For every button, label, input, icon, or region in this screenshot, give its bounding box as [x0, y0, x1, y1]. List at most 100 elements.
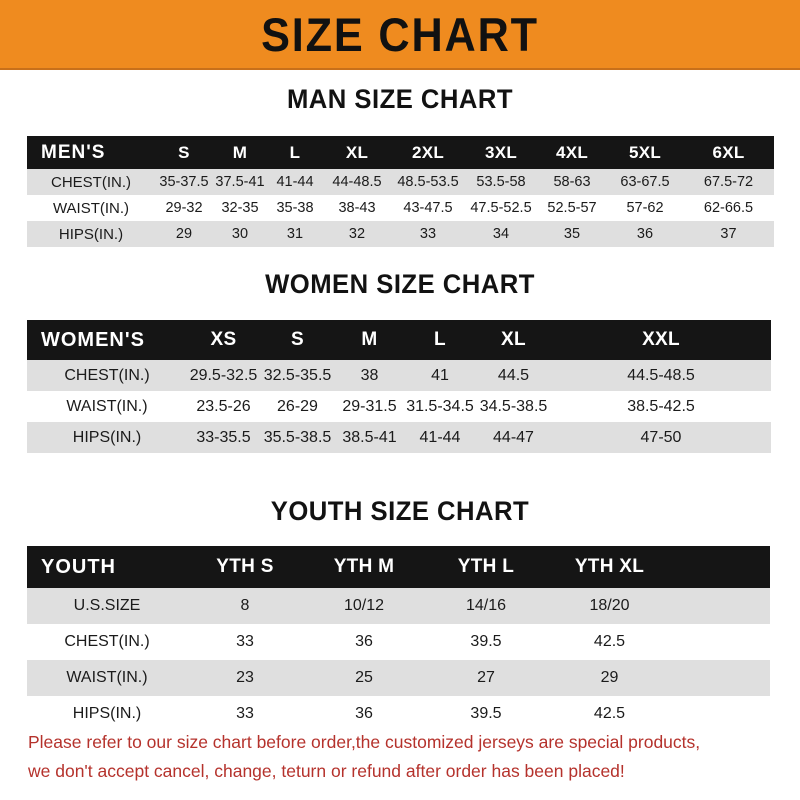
men-cell-2-6: 35	[537, 221, 607, 247]
men-header-row: MEN'S S M L XL 2XL 3XL 4XL 5XL 6XL	[27, 136, 774, 169]
women-col-0: XS	[187, 320, 260, 360]
men-cell-1-8: 62-66.5	[683, 195, 774, 221]
women-cell-0-5: 44.5-48.5	[551, 360, 771, 391]
youth-header-row: YOUTH YTH S YTH M YTH L YTH XL	[27, 546, 770, 588]
women-cell-2-4: 44-47	[476, 422, 551, 453]
men-cell-0-8: 67.5-72	[683, 169, 774, 195]
women-cell-2-1: 35.5-38.5	[260, 422, 335, 453]
men-cell-0-5: 53.5-58	[465, 169, 537, 195]
table-row: WAIST(IN.) 23.5-26 26-29 29-31.5 31.5-34…	[27, 391, 771, 422]
men-col-1: M	[213, 136, 267, 169]
men-col-4: 2XL	[391, 136, 465, 169]
men-cell-0-1: 37.5-41	[213, 169, 267, 195]
men-cell-2-3: 32	[323, 221, 391, 247]
men-cell-2-2: 31	[267, 221, 323, 247]
women-col-1: S	[260, 320, 335, 360]
women-cell-2-2: 38.5-41	[335, 422, 404, 453]
women-cell-1-2: 29-31.5	[335, 391, 404, 422]
men-cell-1-4: 43-47.5	[391, 195, 465, 221]
men-col-3: XL	[323, 136, 391, 169]
youth-cell-2-1: 25	[303, 660, 425, 696]
men-cell-2-5: 34	[465, 221, 537, 247]
men-col-7: 5XL	[607, 136, 683, 169]
table-row: U.S.SIZE 8 10/12 14/16 18/20	[27, 588, 770, 624]
men-cell-2-4: 33	[391, 221, 465, 247]
women-row-label-1: WAIST(IN.)	[27, 391, 187, 422]
table-row: HIPS(IN.) 33-35.5 35.5-38.5 38.5-41 41-4…	[27, 422, 771, 453]
youth-cell-2-0: 23	[187, 660, 303, 696]
men-cell-1-0: 29-32	[155, 195, 213, 221]
youth-col-1: YTH M	[303, 546, 425, 588]
women-cell-0-0: 29.5-32.5	[187, 360, 260, 391]
men-col-2: L	[267, 136, 323, 169]
women-cell-1-4: 34.5-38.5	[476, 391, 551, 422]
table-row: CHEST(IN.) 33 36 39.5 42.5	[27, 624, 770, 660]
women-row-header: WOMEN'S	[27, 320, 187, 360]
youth-col-2: YTH L	[425, 546, 547, 588]
men-cell-0-6: 58-63	[537, 169, 607, 195]
women-col-5: XXL	[551, 320, 771, 360]
youth-col-0: YTH S	[187, 546, 303, 588]
women-cell-2-5: 47-50	[551, 422, 771, 453]
men-cell-1-3: 38-43	[323, 195, 391, 221]
men-row-label-1: WAIST(IN.)	[27, 195, 155, 221]
youth-cell-3-2: 39.5	[425, 696, 547, 732]
footer-note: Please refer to our size chart before or…	[28, 728, 780, 786]
youth-section-title: YOUTH SIZE CHART	[270, 496, 530, 526]
youth-cell-1-2: 39.5	[425, 624, 547, 660]
footer-note-line-1: Please refer to our size chart before or…	[28, 732, 701, 752]
footer-note-line-2: we don't accept cancel, change, teturn o…	[28, 761, 625, 781]
women-cell-0-2: 38	[335, 360, 404, 391]
youth-cell-0-1: 10/12	[303, 588, 425, 624]
women-cell-0-1: 32.5-35.5	[260, 360, 335, 391]
women-cell-1-3: 31.5-34.5	[404, 391, 476, 422]
women-col-4: XL	[476, 320, 551, 360]
youth-size-table: YOUTH YTH S YTH M YTH L YTH XL U.S.SIZE …	[27, 546, 770, 732]
youth-cell-3-3: 42.5	[547, 696, 672, 732]
women-row-label-0: CHEST(IN.)	[27, 360, 187, 391]
table-row: HIPS(IN.) 33 36 39.5 42.5	[27, 696, 770, 732]
table-row: WAIST(IN.) 23 25 27 29	[27, 660, 770, 696]
youth-col-spacer	[672, 546, 770, 588]
youth-row-label-1: CHEST(IN.)	[27, 624, 187, 660]
youth-cell-1-1: 36	[303, 624, 425, 660]
men-size-table: MEN'S S M L XL 2XL 3XL 4XL 5XL 6XL CHEST…	[27, 136, 774, 247]
banner-title: SIZE CHART	[261, 7, 539, 61]
youth-cell-2-2: 27	[425, 660, 547, 696]
youth-cell-0-3: 18/20	[547, 588, 672, 624]
youth-row-label-3: HIPS(IN.)	[27, 696, 187, 732]
women-cell-2-3: 41-44	[404, 422, 476, 453]
men-cell-1-1: 32-35	[213, 195, 267, 221]
youth-row-header: YOUTH	[27, 546, 187, 588]
women-size-table: WOMEN'S XS S M L XL XXL CHEST(IN.) 29.5-…	[27, 320, 771, 453]
women-cell-2-0: 33-35.5	[187, 422, 260, 453]
youth-cell-1-3: 42.5	[547, 624, 672, 660]
youth-row-label-0: U.S.SIZE	[27, 588, 187, 624]
women-col-3: L	[404, 320, 476, 360]
women-cell-0-4: 44.5	[476, 360, 551, 391]
youth-cell-3-0: 33	[187, 696, 303, 732]
women-row-label-2: HIPS(IN.)	[27, 422, 187, 453]
men-col-6: 4XL	[537, 136, 607, 169]
youth-cell-1-0: 33	[187, 624, 303, 660]
men-row-label-2: HIPS(IN.)	[27, 221, 155, 247]
men-cell-1-2: 35-38	[267, 195, 323, 221]
men-row-header: MEN'S	[27, 136, 155, 169]
men-cell-1-5: 47.5-52.5	[465, 195, 537, 221]
men-row-label-0: CHEST(IN.)	[27, 169, 155, 195]
men-cell-0-0: 35-37.5	[155, 169, 213, 195]
youth-cell-1-spacer	[672, 624, 770, 660]
man-section-title: MAN SIZE CHART	[286, 84, 514, 114]
men-cell-2-8: 37	[683, 221, 774, 247]
youth-cell-2-spacer	[672, 660, 770, 696]
men-cell-0-4: 48.5-53.5	[391, 169, 465, 195]
men-col-8: 6XL	[683, 136, 774, 169]
women-section-title: WOMEN SIZE CHART	[265, 269, 535, 299]
youth-cell-0-spacer	[672, 588, 770, 624]
men-cell-1-6: 52.5-57	[537, 195, 607, 221]
youth-cell-3-1: 36	[303, 696, 425, 732]
women-col-2: M	[335, 320, 404, 360]
women-header-row: WOMEN'S XS S M L XL XXL	[27, 320, 771, 360]
men-cell-2-1: 30	[213, 221, 267, 247]
